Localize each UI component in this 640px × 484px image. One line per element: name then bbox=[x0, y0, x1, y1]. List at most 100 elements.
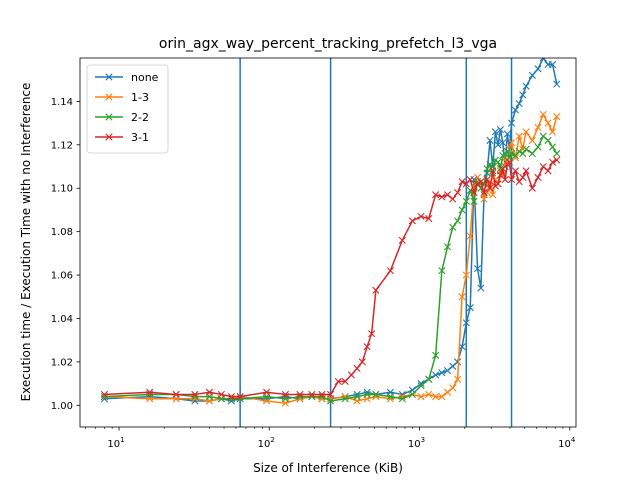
data-point-none-21 bbox=[417, 379, 425, 388]
data-point-3-1-51 bbox=[515, 178, 523, 186]
data-point-none-33 bbox=[477, 284, 485, 292]
data-point-3-1-53 bbox=[522, 167, 530, 175]
data-point-3-1-48 bbox=[505, 158, 514, 166]
data-point-none-27 bbox=[454, 358, 462, 366]
data-point-3-1-38 bbox=[480, 188, 488, 197]
data-point-3-1-23 bbox=[398, 236, 406, 244]
data-point-2-2-17 bbox=[372, 390, 380, 399]
data-point-2-2-31 bbox=[470, 197, 478, 205]
data-point-3-1-12 bbox=[318, 390, 326, 399]
data-point-3-1-5 bbox=[217, 390, 225, 399]
data-point-1-3-52 bbox=[539, 110, 547, 119]
data-point-2-2-39 bbox=[494, 158, 502, 166]
y-tick-label-1.00: 1.00 bbox=[51, 401, 73, 412]
data-point-none-51 bbox=[534, 65, 542, 73]
data-point-3-1-43 bbox=[494, 180, 502, 188]
data-point-3-1-35 bbox=[470, 188, 478, 197]
data-point-none-30 bbox=[466, 304, 474, 312]
legend-label-none: none bbox=[131, 71, 159, 84]
data-point-2-2-14 bbox=[341, 395, 349, 403]
legend-marker-2-2 bbox=[105, 113, 113, 121]
legend-label-2-2: 2-2 bbox=[131, 111, 149, 124]
data-point-2-2-13 bbox=[327, 397, 335, 405]
data-point-none-49 bbox=[522, 82, 530, 90]
data-point-3-1-41 bbox=[489, 167, 497, 175]
data-point-none-50 bbox=[528, 71, 536, 79]
data-point-3-1-27 bbox=[432, 191, 440, 199]
x-tick-label-10000: 104 bbox=[558, 436, 576, 450]
series-3-1 bbox=[100, 156, 561, 401]
data-point-3-1-7 bbox=[236, 393, 244, 401]
legend-marker-1-3 bbox=[105, 93, 113, 101]
data-point-3-1-31 bbox=[454, 188, 462, 197]
y-tick-label-1.10: 1.10 bbox=[51, 184, 73, 195]
legend-label-1-3: 1-3 bbox=[131, 91, 149, 104]
legend-box bbox=[86, 64, 169, 154]
data-point-1-3-55 bbox=[553, 113, 561, 121]
data-point-3-1-40 bbox=[486, 184, 494, 192]
x-axis-ticks: 101 102 103 104 bbox=[85, 427, 576, 450]
data-point-2-2-15 bbox=[353, 393, 361, 401]
data-point-2-2-48 bbox=[519, 149, 527, 158]
data-point-3-1-14 bbox=[334, 377, 342, 386]
data-point-2-2-50 bbox=[528, 149, 536, 158]
data-point-3-1-55 bbox=[534, 173, 542, 181]
data-point-2-2-20 bbox=[408, 390, 416, 399]
data-point-2-2-47 bbox=[515, 147, 523, 155]
data-point-3-1-3 bbox=[191, 390, 199, 399]
data-point-2-2-53 bbox=[544, 136, 552, 145]
legend: none 1-3 2-2 3-1 bbox=[86, 64, 169, 154]
data-point-3-1-24 bbox=[408, 217, 416, 225]
data-point-3-1-4 bbox=[205, 388, 214, 396]
data-point-3-1-32 bbox=[458, 178, 466, 186]
data-point-2-2-22 bbox=[425, 375, 433, 383]
data-point-none-23 bbox=[432, 371, 440, 379]
data-point-1-3-24 bbox=[438, 393, 446, 401]
data-point-none-36 bbox=[486, 136, 494, 145]
data-point-2-2-28 bbox=[458, 206, 466, 214]
data-point-3-1-58 bbox=[548, 158, 557, 166]
data-point-3-1-16 bbox=[347, 371, 355, 379]
plot-area: 101 102 103 104 1.00 1.02 1.04 1.06 1.08 1.10 1.12… bbox=[51, 57, 577, 450]
data-point-1-3-28 bbox=[458, 293, 466, 301]
y-tick-label-1.08: 1.08 bbox=[51, 227, 73, 238]
data-point-3-1-22 bbox=[386, 267, 394, 275]
legend-marker-none bbox=[105, 73, 113, 81]
data-point-1-3-47 bbox=[515, 132, 523, 140]
data-point-3-1-49 bbox=[507, 175, 516, 184]
data-point-3-1-52 bbox=[519, 173, 527, 181]
data-point-3-1-36 bbox=[473, 180, 482, 188]
data-point-3-1-17 bbox=[353, 364, 361, 372]
data-point-3-1-10 bbox=[296, 390, 304, 399]
data-point-1-3-34 bbox=[480, 195, 488, 203]
y-tick-label-1.04: 1.04 bbox=[51, 314, 73, 325]
data-point-3-1-1 bbox=[146, 388, 154, 396]
data-point-3-1-19 bbox=[363, 343, 371, 351]
data-point-3-1-25 bbox=[417, 212, 425, 221]
data-point-3-1-34 bbox=[466, 175, 474, 184]
data-point-2-2-36 bbox=[486, 160, 494, 168]
data-point-3-1-15 bbox=[341, 377, 349, 386]
data-point-3-1-46 bbox=[501, 175, 509, 184]
data-point-1-3-53 bbox=[544, 119, 552, 127]
data-point-2-2-26 bbox=[449, 223, 457, 231]
legend-label-3-1: 3-1 bbox=[131, 131, 149, 144]
data-point-3-1-11 bbox=[308, 390, 316, 399]
data-point-2-2-24 bbox=[438, 267, 446, 275]
data-point-none-46 bbox=[511, 106, 520, 114]
y-tick-label-1.02: 1.02 bbox=[51, 357, 73, 368]
data-point-1-3-49 bbox=[522, 128, 530, 136]
data-point-1-3-29 bbox=[462, 271, 470, 279]
data-point-none-54 bbox=[548, 60, 557, 69]
data-point-2-2-19 bbox=[398, 395, 406, 403]
data-point-none-45 bbox=[507, 119, 516, 127]
data-point-3-1-30 bbox=[449, 195, 457, 203]
data-point-1-3-26 bbox=[449, 384, 457, 392]
data-point-2-2-55 bbox=[553, 149, 561, 158]
data-point-1-3-27 bbox=[454, 375, 462, 383]
data-point-1-3-54 bbox=[548, 128, 557, 136]
data-point-2-2-51 bbox=[534, 143, 542, 151]
data-point-2-2-54 bbox=[548, 143, 557, 151]
x-tick-label-10: 101 bbox=[107, 436, 124, 450]
